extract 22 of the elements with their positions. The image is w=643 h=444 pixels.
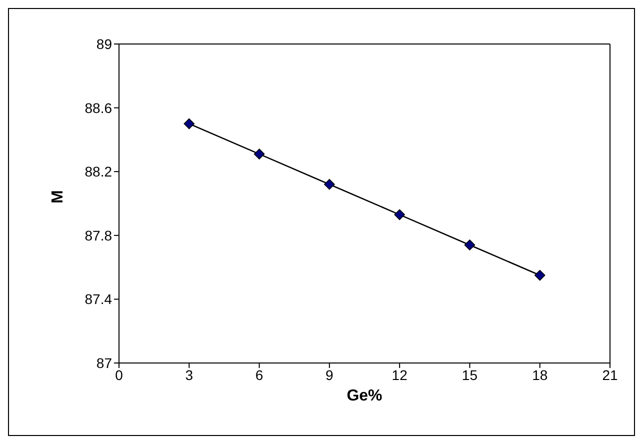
point bbox=[394, 209, 405, 220]
point bbox=[534, 270, 546, 281]
y-tick-label: 88.6 bbox=[84, 100, 112, 116]
point bbox=[464, 240, 476, 250]
x-axis-title: Ge% bbox=[346, 387, 382, 404]
x-tick-label: 15 bbox=[462, 366, 478, 383]
x-tick-label: 18 bbox=[532, 366, 548, 383]
point bbox=[184, 118, 195, 130]
x-tick-label: 0 bbox=[115, 366, 124, 383]
point bbox=[324, 178, 335, 190]
point bbox=[254, 148, 265, 160]
x-tick-label: 12 bbox=[392, 366, 408, 383]
x-tick-label: 3 bbox=[185, 366, 194, 383]
x-tick-label: 9 bbox=[326, 366, 334, 383]
y-tick-label: 88.2 bbox=[84, 164, 112, 180]
y-tick-label: 89 bbox=[96, 36, 112, 52]
y-tick-label: 87.8 bbox=[84, 227, 112, 244]
y-tick-label: 87 bbox=[96, 354, 112, 371]
x-tick-label: 21 bbox=[602, 366, 618, 383]
y-tick-label: 87.4 bbox=[84, 291, 112, 308]
y-axis-title: M bbox=[50, 190, 67, 204]
x-tick-label: 6 bbox=[255, 366, 264, 383]
